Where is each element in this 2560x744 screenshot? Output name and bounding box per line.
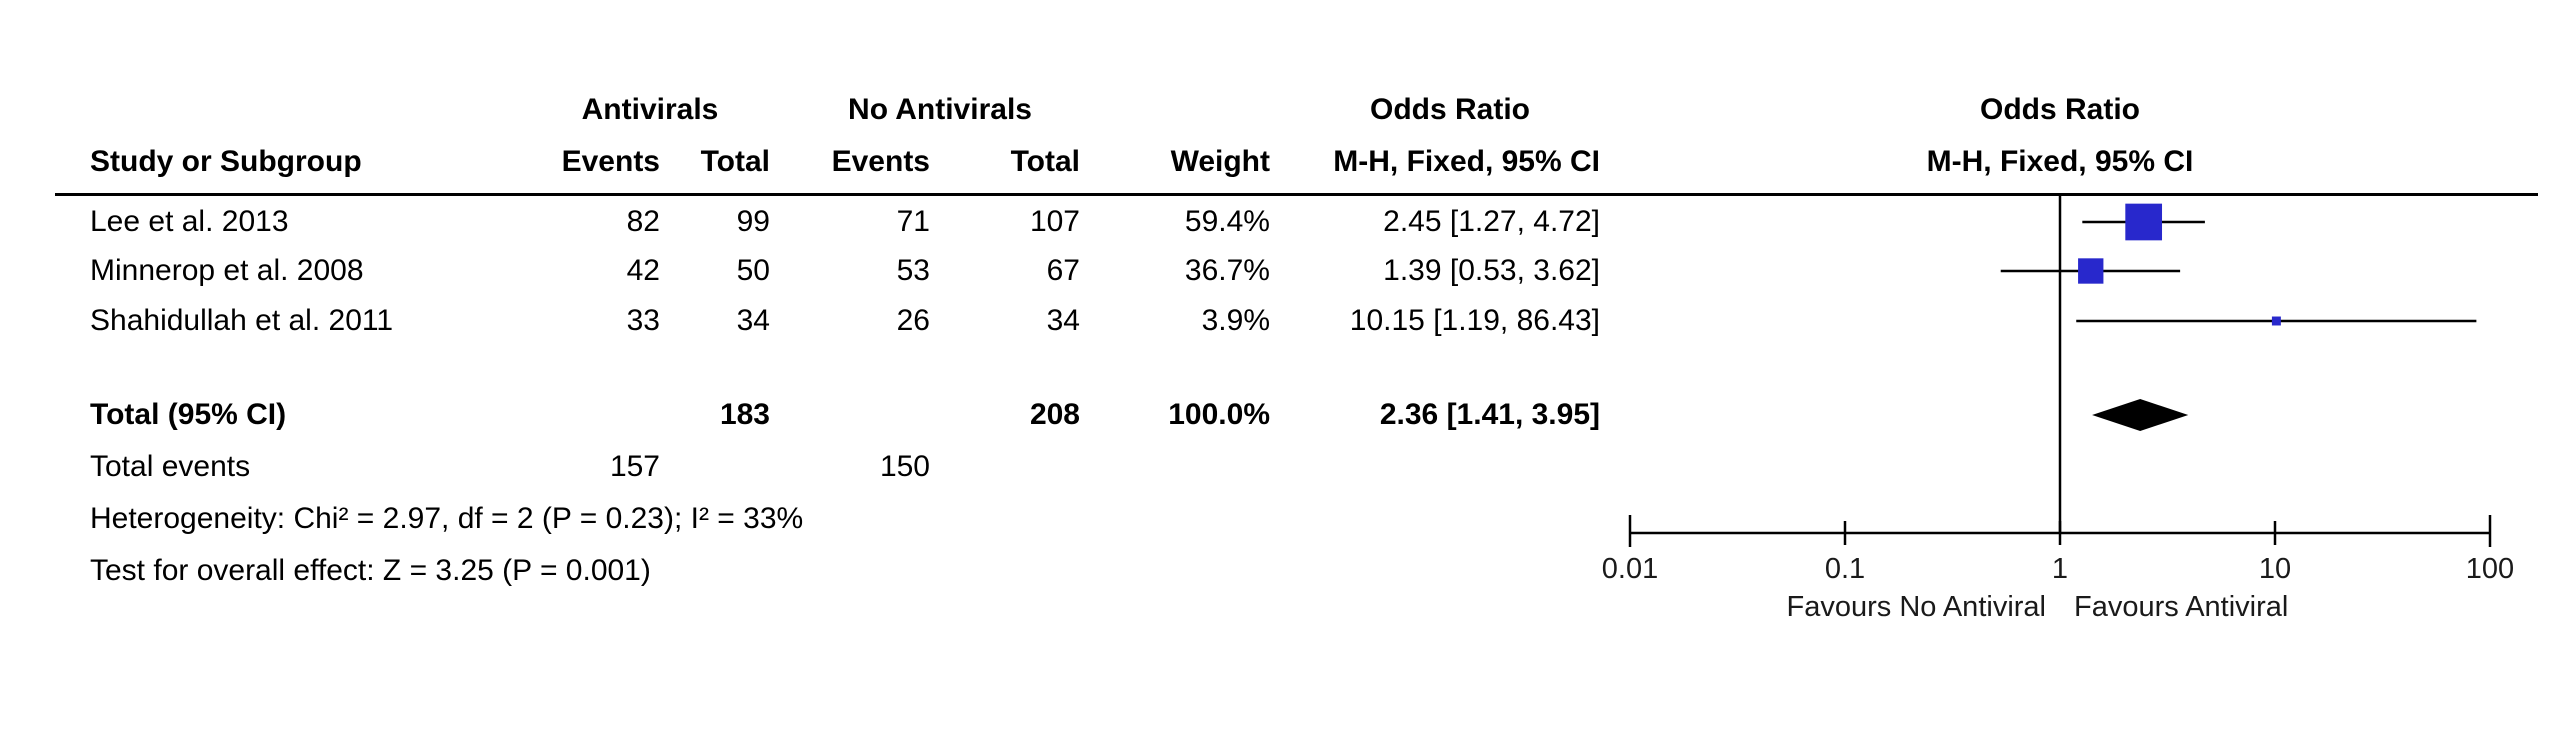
no-antivirals-events: 71 — [896, 205, 930, 238]
no-antivirals-events: 53 — [896, 254, 930, 287]
study-name: Minnerop et al. 2008 — [90, 254, 364, 287]
favours-left-label: Favours No Antiviral — [1787, 591, 2047, 623]
overall-effect-text: Test for overall effect: Z = 3.25 (P = 0… — [90, 554, 651, 587]
group-header-antivirals: Antivirals — [581, 93, 719, 126]
no-antivirals-events: 26 — [896, 304, 930, 337]
col-header-events-2: Events — [831, 145, 930, 178]
group-header-row: Antivirals No Antivirals Odds Ratio Odds… — [0, 90, 2560, 130]
weight-value: 3.9% — [1201, 304, 1270, 337]
col-header-total-1: Total — [700, 145, 770, 178]
no-antivirals-total: 107 — [1029, 205, 1080, 238]
total-events-no-antivirals: 150 — [879, 450, 930, 483]
odds-ratio-ci: 10.15 [1.19, 86.43] — [1349, 304, 1600, 337]
total-label: Total (95% CI) — [90, 398, 287, 431]
overall-effect-row: Test for overall effect: Z = 3.25 (P = 0… — [0, 551, 2560, 591]
total-antivirals: 183 — [719, 398, 770, 431]
group-header-odds-ratio: Odds Ratio — [1369, 93, 1530, 126]
column-header-row: Study or Subgroup Events Total Events To… — [0, 142, 2560, 182]
antivirals-events: 42 — [626, 254, 660, 287]
weight-value: 59.4% — [1184, 205, 1270, 238]
study-row: Lee et al. 2013 82 99 71 107 59.4% 2.45 … — [0, 202, 2560, 242]
weight-value: 36.7% — [1184, 254, 1270, 287]
header-divider — [55, 193, 2538, 196]
antivirals-events: 82 — [626, 205, 660, 238]
antivirals-total: 99 — [736, 205, 770, 238]
group-header-odds-ratio-plot: Odds Ratio — [1979, 93, 2140, 126]
odds-ratio-ci: 2.45 [1.27, 4.72] — [1383, 205, 1600, 238]
odds-ratio-ci: 1.39 [0.53, 3.62] — [1383, 254, 1600, 287]
total-row: Total (95% CI) 183 208 100.0% 2.36 [1.41… — [0, 395, 2560, 435]
total-odds-ratio-ci: 2.36 [1.41, 3.95] — [1379, 398, 1600, 431]
col-header-total-2: Total — [1010, 145, 1080, 178]
antivirals-total: 34 — [736, 304, 770, 337]
col-header-weight: Weight — [1170, 145, 1270, 178]
total-events-row: Total events 157 150 — [0, 447, 2560, 487]
study-row: Minnerop et al. 2008 42 50 53 67 36.7% 1… — [0, 251, 2560, 291]
col-header-study: Study or Subgroup — [90, 145, 362, 178]
col-header-events-1: Events — [561, 145, 660, 178]
favours-right-label: Favours Antiviral — [2074, 591, 2288, 623]
study-row: Shahidullah et al. 2011 33 34 26 34 3.9%… — [0, 301, 2560, 341]
antivirals-events: 33 — [626, 304, 660, 337]
no-antivirals-total: 67 — [1046, 254, 1080, 287]
total-events-label: Total events — [90, 450, 251, 483]
col-header-ci: M-H, Fixed, 95% CI — [1333, 145, 1600, 178]
total-weight: 100.0% — [1168, 398, 1270, 431]
antivirals-total: 50 — [736, 254, 770, 287]
total-events-antivirals: 157 — [609, 450, 660, 483]
group-header-no-antivirals: No Antivirals — [848, 93, 1032, 126]
no-antivirals-total: 34 — [1046, 304, 1080, 337]
total-no-antivirals: 208 — [1029, 398, 1080, 431]
study-name: Shahidullah et al. 2011 — [90, 304, 394, 337]
heterogeneity-text: Heterogeneity: Chi² = 2.97, df = 2 (P = … — [90, 502, 804, 535]
heterogeneity-row: Heterogeneity: Chi² = 2.97, df = 2 (P = … — [0, 499, 2560, 539]
study-name: Lee et al. 2013 — [90, 205, 289, 238]
col-header-ci-plot: M-H, Fixed, 95% CI — [1926, 145, 2194, 178]
